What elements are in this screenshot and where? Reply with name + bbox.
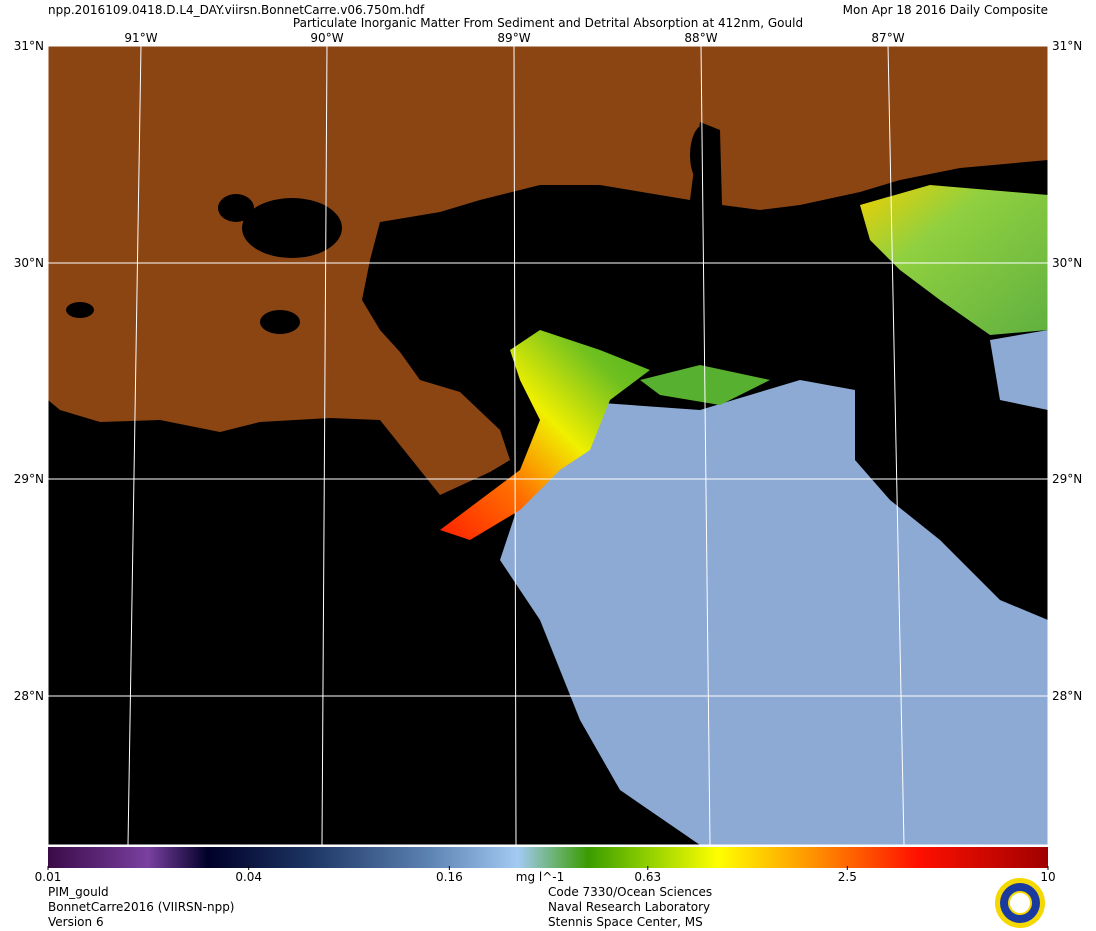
sediment-plume-east (990, 330, 1048, 410)
longitude-line (700, 44, 711, 846)
latitude-label: 31°N (14, 39, 44, 53)
footer-text: Naval Research Laboratory (548, 900, 710, 914)
longitude-line (321, 44, 328, 846)
land (48, 45, 1048, 495)
composite-date: Mon Apr 18 2016 Daily Composite (843, 3, 1048, 17)
longitude-label: 91°W (124, 31, 157, 45)
footer-text: Version 6 (48, 915, 104, 929)
latitude-label: 29°N (14, 472, 44, 486)
colorbar-tick-label: 0.16 (436, 870, 463, 884)
lake-maurepas (218, 194, 254, 222)
lake (260, 310, 300, 334)
mobile-bay (690, 125, 718, 185)
longitude-label: 90°W (310, 31, 343, 45)
lake (66, 302, 94, 318)
lake-pontchartrain (242, 198, 342, 258)
latitude-label: 30°N (14, 256, 44, 270)
latitude-label: 28°N (14, 689, 44, 703)
latitude-label: 30°N (1052, 256, 1082, 270)
nrl-logo (995, 878, 1045, 928)
map-frame (47, 44, 1049, 846)
map-title: Particulate Inorganic Matter From Sedime… (293, 16, 803, 30)
latitude-label: 28°N (1052, 689, 1082, 703)
footer-text: Code 7330/Ocean Sciences (548, 885, 712, 899)
colorbar-unit: mg l^-1 (516, 870, 564, 884)
mobile-bay-plume (860, 185, 1048, 335)
longitude-line (127, 44, 142, 846)
colorbar-ticks: 0.01 0.04 0.16 0.63 2.5 10 (35, 866, 1056, 884)
latitude-label: 29°N (1052, 472, 1082, 486)
footer-text: BonnetCarre2016 (VIIRSN-npp) (48, 900, 235, 914)
colorbar (48, 847, 1048, 868)
longitude-label: 88°W (684, 31, 717, 45)
graticule (48, 44, 1048, 846)
file-name: npp.2016109.0418.D.L4_DAY.viirsn.BonnetC… (48, 3, 425, 17)
longitude-label: 87°W (871, 31, 904, 45)
longitude-line (887, 44, 905, 846)
sediment-plume-delta (440, 330, 650, 540)
longitude-line (513, 44, 517, 846)
sediment-plume-blue (500, 380, 1048, 845)
colorbar-tick-label: 0.04 (235, 870, 262, 884)
latitude-label: 31°N (1052, 39, 1082, 53)
footer-text: Stennis Space Center, MS (548, 915, 703, 929)
footer-text: PIM_gould (48, 885, 109, 899)
colorbar-tick-label: 10 (1040, 870, 1055, 884)
colorbar-tick-label: 0.63 (634, 870, 661, 884)
colorbar-tick-label: 2.5 (838, 870, 857, 884)
longitude-label: 89°W (497, 31, 530, 45)
colorbar-tick-label: 0.01 (35, 870, 62, 884)
